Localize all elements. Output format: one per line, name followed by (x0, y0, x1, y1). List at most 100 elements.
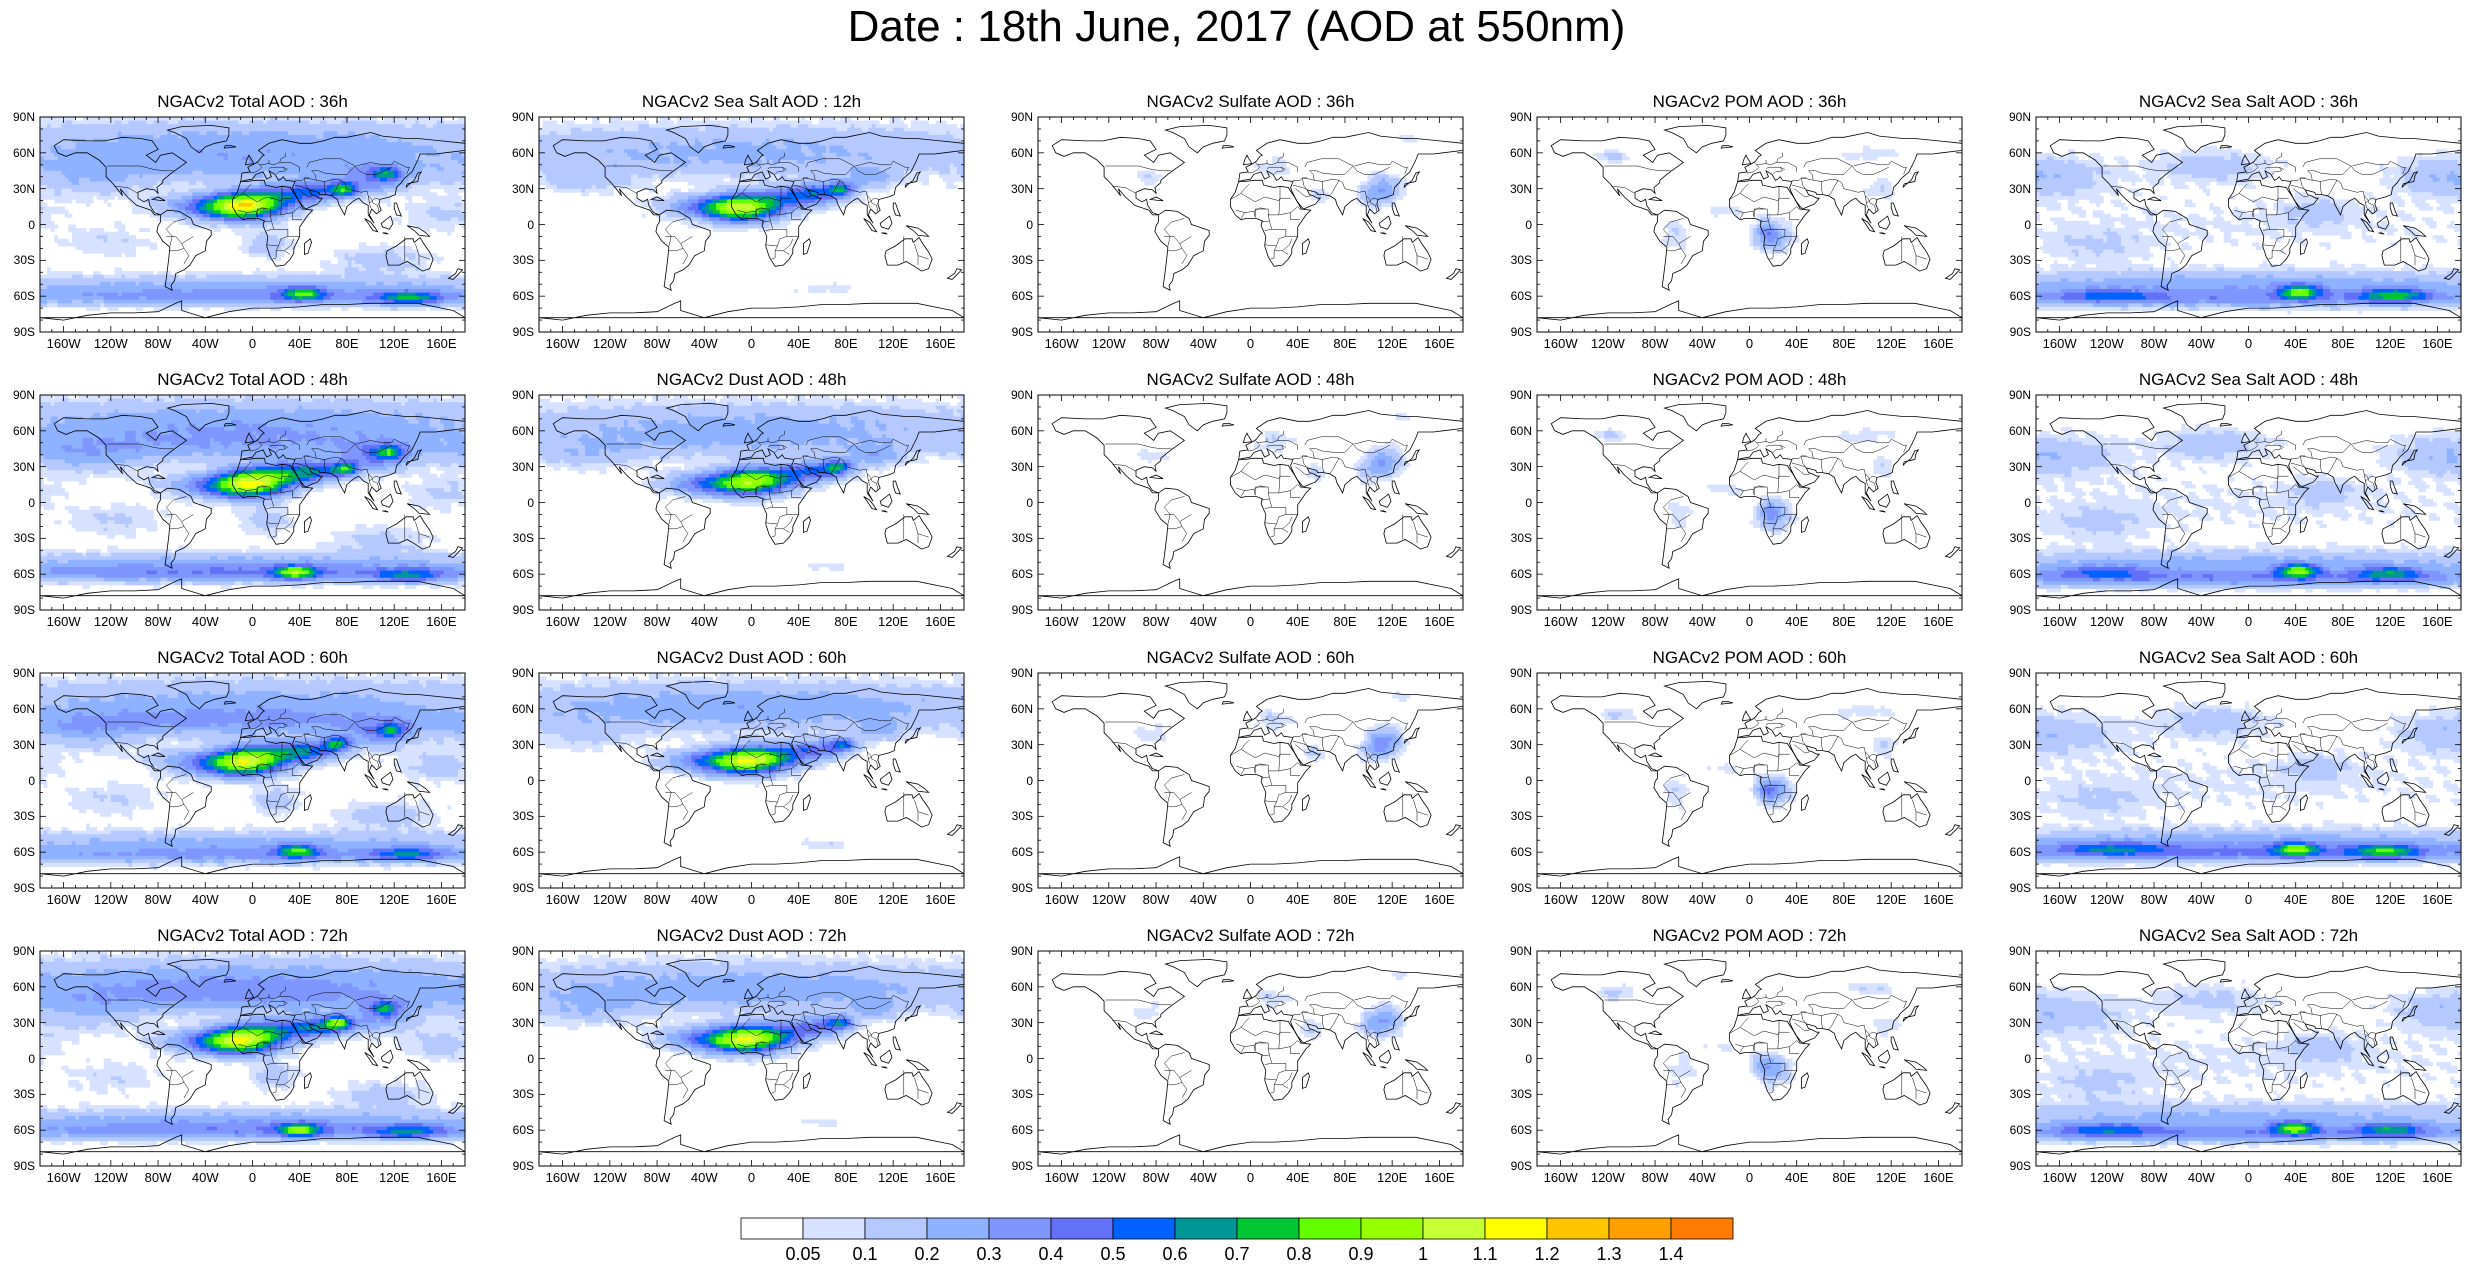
world-map (2036, 673, 2461, 888)
map-frame (1537, 395, 1962, 610)
lon-label: 160E (2415, 893, 2459, 907)
panel-title: NGACv2 POM AOD : 60h (1537, 648, 1962, 668)
lat-label: 90N (5, 945, 35, 957)
lat-label: 30N (5, 739, 35, 751)
lat-label: 60N (1502, 703, 1532, 715)
panel-title: NGACv2 Sea Salt AOD : 48h (2036, 370, 2461, 390)
lat-label: 60N (2001, 425, 2031, 437)
panel-title: NGACv2 Sea Salt AOD : 72h (2036, 926, 2461, 946)
lat-label: 90N (1003, 667, 1033, 679)
lon-label: 0 (730, 1171, 774, 1185)
lat-label: 30N (2001, 1017, 2031, 1029)
lat-label: 0 (1003, 775, 1033, 787)
lat-label: 30N (2001, 739, 2031, 751)
lon-label: 120W (588, 337, 632, 351)
lon-label: 40E (777, 615, 821, 629)
panel-title: NGACv2 POM AOD : 72h (1537, 926, 1962, 946)
aod-field (1137, 135, 1417, 211)
lon-label: 80E (824, 1171, 868, 1185)
colorbar (740, 1217, 1734, 1245)
lon-label: 160E (1916, 893, 1960, 907)
colorbar-label: 0.4 (1026, 1244, 1076, 1264)
colorbar-swatch (1485, 1218, 1547, 1239)
world-map (539, 117, 964, 332)
lat-label: 60S (1003, 846, 1033, 858)
lat-label: 90S (1003, 326, 1033, 338)
lon-label: 40E (278, 615, 322, 629)
lat-label: 60N (5, 147, 35, 159)
aod-field (2036, 980, 2461, 1149)
lon-label: 120E (1370, 893, 1414, 907)
colorbar-label: 1.3 (1584, 1244, 1634, 1264)
colorbar-swatch (1547, 1218, 1609, 1239)
lat-label: 0 (504, 497, 534, 509)
lon-label: 40E (1775, 615, 1819, 629)
colorbar-swatch (1361, 1218, 1423, 1239)
lat-label: 90S (504, 326, 534, 338)
lon-label: 80E (1323, 893, 1367, 907)
lon-label: 0 (730, 337, 774, 351)
lat-label: 60N (1502, 147, 1532, 159)
aod-field (40, 951, 465, 1145)
lon-label: 40E (2274, 1171, 2318, 1185)
aod-field (1134, 691, 1411, 763)
panel-title: NGACv2 POM AOD : 36h (1537, 92, 1962, 112)
lon-label: 40W (1181, 1171, 1225, 1185)
lat-label: 90S (1502, 1160, 1532, 1172)
lat-label: 60S (2001, 290, 2031, 302)
lon-label: 40W (183, 337, 227, 351)
world-map (2036, 395, 2461, 610)
colorbar-swatch (1237, 1218, 1299, 1239)
lat-label: 60N (1502, 425, 1532, 437)
lat-label: 90S (504, 604, 534, 616)
lat-label: 90N (504, 945, 534, 957)
lon-label: 160E (2415, 615, 2459, 629)
lon-label: 80W (1633, 337, 1677, 351)
world-map (1038, 395, 1463, 610)
colorbar-swatch (865, 1218, 927, 1239)
lon-label: 120W (1586, 615, 1630, 629)
lon-label: 40W (1181, 615, 1225, 629)
lon-label: 0 (1728, 1171, 1772, 1185)
lon-label: 40W (1680, 337, 1724, 351)
lat-label: 30S (1003, 1088, 1033, 1100)
lon-label: 40W (1680, 615, 1724, 629)
lon-label: 40E (278, 1171, 322, 1185)
lat-label: 30S (2001, 254, 2031, 266)
lon-label: 160W (42, 337, 86, 351)
lat-label: 0 (1502, 1053, 1532, 1065)
lat-label: 90S (5, 326, 35, 338)
lon-label: 80E (1822, 1171, 1866, 1185)
lat-label: 30N (504, 739, 534, 751)
lon-label: 40W (2179, 1171, 2223, 1185)
lon-label: 160E (2415, 1171, 2459, 1185)
lat-label: 60N (1003, 147, 1033, 159)
lon-label: 0 (1229, 1171, 1273, 1185)
lon-label: 160W (42, 615, 86, 629)
lat-label: 60S (2001, 846, 2031, 858)
lat-label: 30N (1003, 183, 1033, 195)
lat-label: 60N (5, 703, 35, 715)
lon-label: 120W (588, 615, 632, 629)
lat-label: 60S (504, 568, 534, 580)
lon-label: 0 (1728, 893, 1772, 907)
axis-ticks (1038, 673, 1463, 888)
lon-label: 120E (1370, 337, 1414, 351)
lon-label: 160W (1539, 337, 1583, 351)
lon-label: 80W (2132, 893, 2176, 907)
world-map (2036, 951, 2461, 1166)
lon-label: 120E (2368, 1171, 2412, 1185)
lat-label: 30N (504, 1017, 534, 1029)
lon-label: 40E (2274, 893, 2318, 907)
map-frame (1038, 117, 1463, 332)
lat-label: 30S (1502, 254, 1532, 266)
lat-label: 60S (2001, 568, 2031, 580)
lat-label: 90S (5, 1160, 35, 1172)
aod-field (539, 951, 964, 1127)
